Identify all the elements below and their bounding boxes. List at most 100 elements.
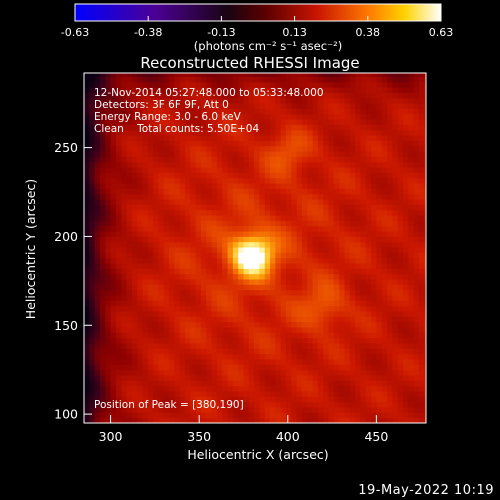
heatmap-cell [392, 263, 399, 269]
heatmap-cell [142, 92, 149, 99]
heatmap-cell [323, 327, 329, 333]
heatmap-cell [349, 385, 356, 392]
heatmap-cell [222, 225, 228, 232]
heatmap-cell [147, 87, 154, 93]
heatmap-cell [286, 76, 292, 83]
heatmap-cell [110, 375, 117, 381]
heatmap-cell [227, 364, 234, 371]
heatmap-cell [413, 140, 420, 147]
heatmap-cell [142, 417, 149, 423]
heatmap-cell [174, 161, 181, 168]
heatmap-cell [270, 81, 276, 88]
heatmap-cell [392, 359, 399, 365]
heatmap-cell [381, 103, 388, 109]
heatmap-cell [397, 76, 404, 83]
heatmap-cell [121, 343, 127, 349]
heatmap-cell [211, 284, 218, 291]
heatmap-cell [376, 316, 383, 323]
heatmap-cell [174, 284, 181, 291]
heatmap-cell [99, 295, 106, 301]
heatmap-cell [163, 396, 170, 403]
heatmap-cell [248, 407, 255, 413]
heatmap-cell [371, 177, 377, 184]
heatmap-cell [147, 161, 154, 168]
heatmap-cell [323, 359, 329, 365]
heatmap-cell [115, 380, 122, 387]
heatmap-cell [137, 167, 143, 173]
heatmap-cell [131, 375, 138, 381]
heatmap-cell [381, 167, 388, 173]
heatmap-cell [227, 119, 234, 125]
heatmap-cell [280, 76, 287, 83]
heatmap-cell [99, 364, 106, 371]
heatmap-cell [200, 76, 207, 83]
heatmap-cell [89, 241, 96, 248]
heatmap-cell [254, 161, 260, 168]
heatmap-cell [355, 225, 361, 232]
heatmap-cell [280, 151, 287, 157]
heatmap-cell [264, 273, 271, 280]
heatmap-cell [397, 321, 404, 328]
heatmap-cell [238, 124, 244, 131]
heatmap-cell [174, 401, 181, 408]
heatmap-cell [381, 359, 388, 365]
heatmap-cell [99, 327, 106, 333]
heatmap-cell [163, 145, 170, 152]
heatmap-cell [286, 199, 292, 205]
heatmap-cell [323, 284, 329, 291]
heatmap-cell [392, 337, 399, 344]
heatmap-cell [371, 385, 377, 392]
heatmap-cell [275, 385, 282, 392]
heatmap-cell [94, 209, 101, 216]
heatmap-cell [185, 353, 191, 360]
heatmap-cell [402, 252, 409, 259]
heatmap-cell [402, 337, 409, 344]
heatmap-cell [328, 113, 335, 120]
heatmap-cell [142, 113, 149, 120]
heatmap-cell [147, 305, 154, 312]
heatmap-cell [200, 273, 207, 280]
heatmap-cell [317, 385, 324, 392]
heatmap-cell [121, 172, 127, 179]
heatmap-cell [397, 412, 404, 419]
heatmap-cell [169, 73, 175, 77]
heatmap-cell [185, 289, 191, 296]
heatmap-cell [89, 231, 96, 237]
heatmap-cell [371, 289, 377, 296]
heatmap-cell [317, 369, 324, 376]
heatmap-cell [307, 311, 313, 317]
heatmap-cell [254, 140, 260, 147]
heatmap-cell [174, 172, 181, 179]
heatmap-cell [174, 391, 181, 397]
heatmap-cell [211, 204, 218, 211]
heatmap-cell [206, 236, 212, 243]
heatmap-cell [371, 199, 377, 205]
heatmap-cell [185, 268, 191, 275]
heatmap-cell [392, 391, 399, 397]
heatmap-cell [317, 337, 324, 344]
heatmap-cell [232, 119, 239, 125]
heatmap-cell [376, 124, 383, 131]
heatmap-cell [259, 279, 266, 285]
heatmap-cell [418, 113, 425, 120]
heatmap-cell [418, 305, 425, 312]
heatmap-cell [387, 231, 393, 237]
heatmap-cell [211, 76, 218, 83]
heatmap-cell [94, 348, 101, 355]
heatmap-cell [147, 188, 154, 195]
heatmap-cell [381, 241, 388, 248]
heatmap-cell [328, 231, 335, 237]
heatmap-cell [408, 193, 414, 200]
heatmap-cell [333, 129, 340, 136]
heatmap-cell [163, 97, 170, 104]
heatmap-cell [200, 412, 207, 419]
heatmap-cell [216, 396, 223, 403]
heatmap-cell [424, 188, 426, 195]
heatmap-cell [387, 135, 393, 141]
heatmap-cell [349, 236, 356, 243]
heatmap-cell [99, 348, 106, 355]
heatmap-cell [312, 401, 319, 408]
heatmap-cell [317, 321, 324, 328]
heatmap-cell [301, 311, 308, 317]
heatmap-cell [163, 327, 170, 333]
